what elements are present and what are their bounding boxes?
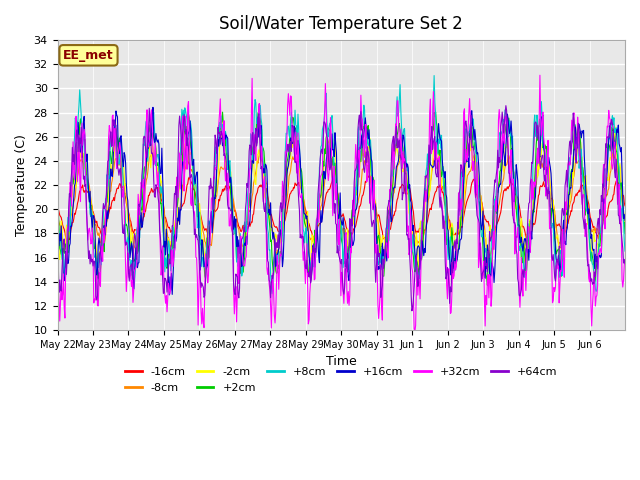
+64cm	[253, 143, 260, 149]
-8cm	[273, 255, 280, 261]
Line: -16cm: -16cm	[58, 174, 625, 241]
+8cm	[253, 121, 260, 127]
-2cm	[401, 168, 408, 174]
+32cm	[621, 257, 629, 263]
-8cm	[433, 156, 440, 162]
-2cm	[225, 168, 233, 174]
+2cm	[432, 109, 440, 115]
Line: -2cm: -2cm	[58, 121, 625, 271]
Title: Soil/Water Temperature Set 2: Soil/Water Temperature Set 2	[220, 15, 463, 33]
+32cm	[411, 328, 419, 334]
+8cm	[621, 248, 629, 254]
+2cm	[225, 160, 232, 166]
-2cm	[253, 152, 261, 158]
-2cm	[120, 170, 128, 176]
-16cm	[433, 185, 441, 191]
Line: +2cm: +2cm	[58, 112, 625, 285]
+32cm	[54, 264, 61, 270]
-8cm	[609, 149, 617, 155]
-8cm	[253, 165, 260, 171]
+16cm	[165, 292, 173, 298]
+2cm	[484, 282, 492, 288]
-16cm	[621, 203, 629, 209]
-2cm	[433, 143, 441, 149]
+64cm	[621, 261, 629, 266]
-2cm	[275, 247, 283, 252]
+64cm	[400, 191, 408, 196]
+64cm	[408, 308, 416, 314]
-8cm	[225, 160, 232, 166]
+32cm	[225, 180, 232, 185]
+16cm	[226, 180, 234, 185]
-2cm	[54, 218, 61, 224]
+8cm	[54, 223, 61, 229]
-16cm	[121, 192, 129, 198]
+32cm	[433, 141, 440, 147]
+8cm	[268, 291, 276, 297]
+16cm	[401, 162, 409, 168]
Line: -8cm: -8cm	[58, 152, 625, 258]
-2cm	[219, 119, 227, 124]
+16cm	[433, 140, 441, 146]
Line: +8cm: +8cm	[58, 75, 625, 294]
+16cm	[276, 237, 284, 242]
-16cm	[54, 205, 61, 211]
-8cm	[120, 183, 128, 189]
+2cm	[253, 116, 260, 122]
+8cm	[275, 243, 283, 249]
+64cm	[120, 222, 128, 228]
+32cm	[253, 136, 260, 142]
+8cm	[430, 72, 438, 78]
+64cm	[433, 172, 440, 178]
+2cm	[54, 203, 61, 208]
-2cm	[621, 218, 629, 224]
+8cm	[225, 159, 232, 165]
+64cm	[54, 264, 61, 269]
+16cm	[621, 217, 629, 223]
-16cm	[275, 228, 283, 234]
+8cm	[401, 126, 408, 132]
-8cm	[621, 217, 629, 223]
+32cm	[274, 263, 282, 269]
+64cm	[274, 232, 282, 238]
Legend: -16cm, -8cm, -2cm, +2cm, +8cm, +16cm, +32cm, +64cm: -16cm, -8cm, -2cm, +2cm, +8cm, +16cm, +3…	[121, 363, 562, 397]
+16cm	[54, 229, 61, 235]
+2cm	[621, 231, 629, 237]
Line: +32cm: +32cm	[58, 75, 625, 331]
-16cm	[225, 183, 233, 189]
+32cm	[120, 200, 128, 205]
X-axis label: Time: Time	[326, 355, 356, 369]
+8cm	[433, 138, 441, 144]
Line: +16cm: +16cm	[58, 108, 625, 295]
+2cm	[120, 198, 128, 204]
-16cm	[253, 190, 261, 195]
+32cm	[400, 160, 408, 166]
-8cm	[275, 245, 283, 251]
-16cm	[401, 191, 409, 197]
Text: EE_met: EE_met	[63, 49, 114, 62]
-2cm	[415, 268, 422, 274]
+32cm	[536, 72, 544, 78]
+64cm	[502, 103, 509, 108]
-8cm	[401, 156, 408, 161]
+2cm	[433, 119, 440, 125]
Line: +64cm: +64cm	[58, 106, 625, 311]
+16cm	[120, 150, 128, 156]
+2cm	[400, 159, 408, 165]
-16cm	[364, 171, 371, 177]
-16cm	[64, 239, 72, 244]
+8cm	[120, 193, 128, 199]
-8cm	[54, 210, 61, 216]
+16cm	[254, 114, 262, 120]
+64cm	[225, 206, 232, 212]
+16cm	[149, 105, 157, 110]
Y-axis label: Temperature (C): Temperature (C)	[15, 134, 28, 236]
+2cm	[274, 263, 282, 268]
